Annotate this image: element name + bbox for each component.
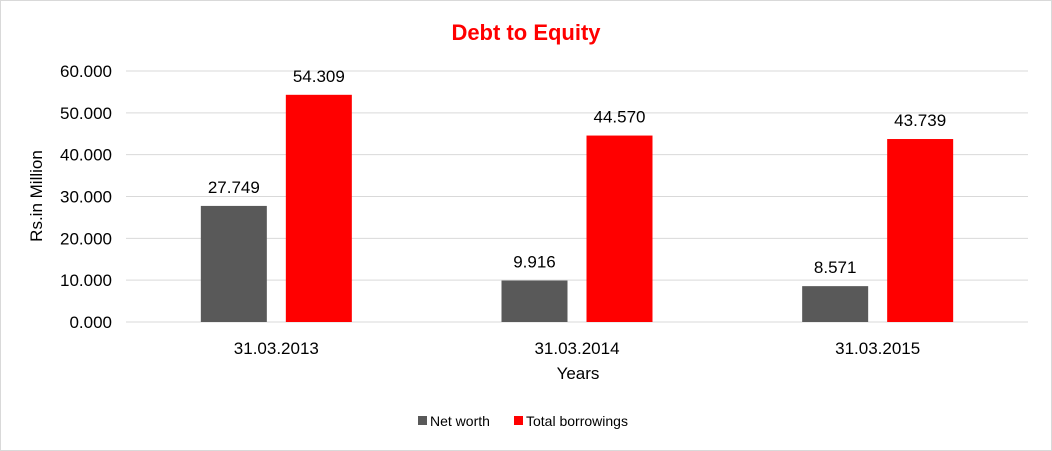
y-tick-label: 40.000	[60, 146, 112, 165]
legend-swatch-total-borrowings	[514, 416, 523, 425]
bar-total-borrowings	[586, 135, 653, 322]
bar-total-borrowings	[887, 139, 954, 322]
data-label: 44.570	[594, 108, 646, 127]
y-tick-label: 60.000	[60, 62, 112, 81]
y-tick-label: 20.000	[60, 229, 112, 248]
bar-net-worth	[802, 286, 869, 322]
x-axis-label: Years	[557, 364, 600, 383]
data-label: 9.916	[513, 253, 556, 272]
y-axis-label: Rs.in Million	[27, 150, 46, 242]
x-tick-label: 31.03.2014	[534, 339, 619, 358]
x-tick-label: 31.03.2015	[835, 339, 920, 358]
y-tick-label: 50.000	[60, 104, 112, 123]
data-label: 8.571	[814, 258, 857, 277]
data-label: 54.309	[293, 67, 345, 86]
data-label: 27.749	[208, 178, 260, 197]
bar-net-worth	[200, 205, 267, 322]
data-label: 43.739	[894, 111, 946, 130]
chart-title: Debt to Equity	[451, 20, 601, 45]
legend-label: Total borrowings	[526, 413, 628, 429]
y-tick-label: 10.000	[60, 271, 112, 290]
bar-total-borrowings	[285, 94, 352, 323]
x-tick-label: 31.03.2013	[234, 339, 319, 358]
bar-net-worth	[501, 280, 568, 322]
y-tick-label: 0.000	[69, 313, 112, 332]
legend-label: Net worth	[430, 413, 490, 429]
legend-swatch-net-worth	[418, 416, 427, 425]
y-tick-label: 30.000	[60, 188, 112, 207]
